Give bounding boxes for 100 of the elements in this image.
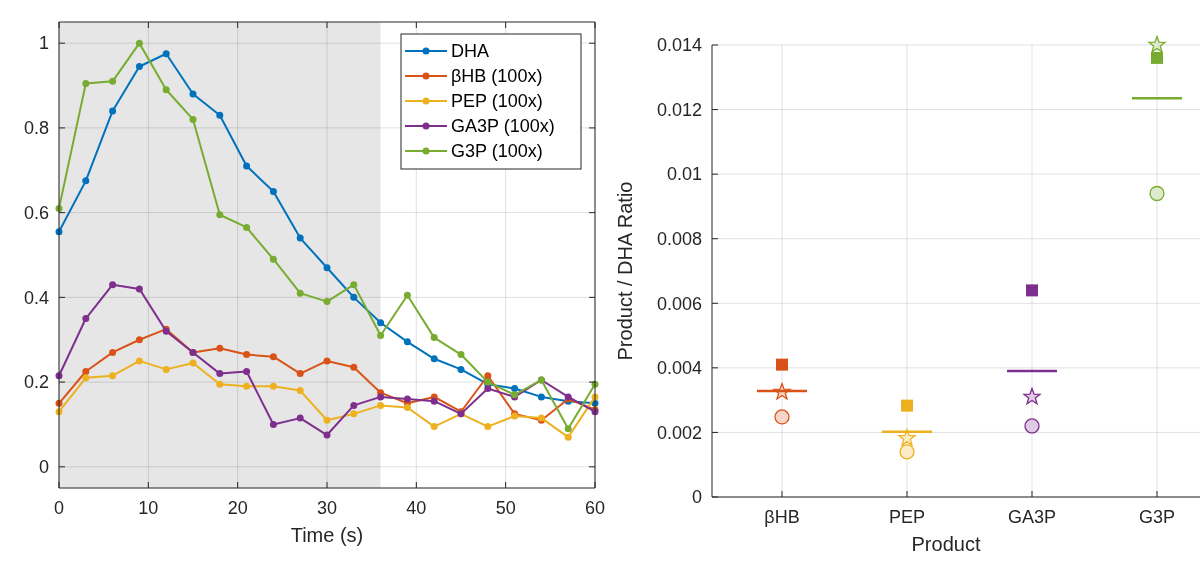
point xyxy=(403,338,411,346)
x-axis-title: Time (s) xyxy=(290,524,364,546)
legend-label: DHA xyxy=(451,41,490,62)
point xyxy=(216,111,224,119)
point xyxy=(403,395,411,403)
x-tick-label: PEP xyxy=(888,507,926,527)
x-tick-label: 30 xyxy=(316,498,338,518)
point xyxy=(269,187,277,195)
y-tick-label: 0 xyxy=(38,457,49,478)
y-tick-label: 0.2 xyxy=(23,372,49,393)
point xyxy=(109,372,117,380)
point xyxy=(350,281,358,289)
x-tick-label: G3P xyxy=(1138,507,1176,527)
point xyxy=(109,281,117,289)
point xyxy=(296,414,304,422)
x-tick-label: 10 xyxy=(138,498,159,518)
point xyxy=(135,62,143,70)
point xyxy=(430,334,438,342)
point xyxy=(82,79,90,87)
point xyxy=(323,264,331,272)
legend-label: PEP (100x) xyxy=(451,91,543,112)
x-tick-label: 50 xyxy=(495,498,516,518)
point xyxy=(350,293,358,301)
point xyxy=(269,353,277,361)
point xyxy=(457,351,465,359)
y-tick-label: 0.002 xyxy=(656,422,702,443)
point xyxy=(564,425,572,433)
point xyxy=(430,355,438,363)
point xyxy=(82,368,90,375)
point xyxy=(323,431,331,439)
point xyxy=(189,359,197,367)
point xyxy=(243,351,251,359)
point xyxy=(216,380,224,388)
y-tick-label: 0.012 xyxy=(656,99,702,120)
point xyxy=(269,382,277,390)
point xyxy=(109,348,117,356)
y-tick-label: 0.006 xyxy=(656,293,702,314)
point xyxy=(243,368,251,375)
point xyxy=(162,365,170,373)
point xyxy=(162,86,170,94)
point xyxy=(377,331,385,339)
point xyxy=(216,211,224,219)
point xyxy=(135,39,143,47)
point xyxy=(377,393,385,401)
point xyxy=(82,374,90,382)
x-tick-label: 0 xyxy=(53,498,65,518)
point xyxy=(564,433,572,441)
point xyxy=(189,90,197,98)
point xyxy=(1026,284,1038,297)
point xyxy=(350,363,358,371)
point xyxy=(901,399,913,412)
y-tick-label: 0.008 xyxy=(656,229,702,250)
point xyxy=(296,289,304,297)
x-axis-title: Product xyxy=(911,533,981,555)
point xyxy=(82,177,90,185)
point xyxy=(377,401,385,409)
point xyxy=(216,344,224,352)
point xyxy=(243,382,251,390)
point xyxy=(350,410,358,418)
x-tick-label: 60 xyxy=(584,498,606,518)
point xyxy=(82,315,90,323)
x-tick-label: GA3P xyxy=(1007,507,1057,527)
point xyxy=(189,115,197,123)
y-tick-label: 0.01 xyxy=(666,164,702,185)
y-tick-label: 0.4 xyxy=(23,287,49,308)
y-tick-label: 0.8 xyxy=(23,118,49,139)
point xyxy=(162,50,170,58)
point xyxy=(109,77,117,85)
y-axis-title: Product / DHA Ratio xyxy=(614,181,636,361)
point xyxy=(537,393,545,401)
point xyxy=(484,372,492,380)
point xyxy=(243,162,251,170)
point xyxy=(109,107,117,115)
y-tick-label: 1 xyxy=(38,33,49,54)
y-tick-label: 0.014 xyxy=(656,35,702,56)
legend-label: G3P (100x) xyxy=(451,141,543,162)
point xyxy=(403,291,411,299)
legend-label: GA3P (100x) xyxy=(451,116,555,137)
point xyxy=(350,401,358,409)
point xyxy=(269,255,277,263)
point xyxy=(403,404,411,412)
point xyxy=(135,285,143,293)
point xyxy=(776,358,788,371)
point xyxy=(457,365,465,373)
point xyxy=(430,423,438,431)
point xyxy=(377,319,385,327)
point xyxy=(484,423,492,431)
point xyxy=(243,223,251,231)
point xyxy=(323,416,331,424)
point xyxy=(135,336,143,344)
point xyxy=(135,357,143,365)
point xyxy=(484,384,492,392)
point xyxy=(296,387,304,395)
point xyxy=(323,357,331,365)
point xyxy=(269,420,277,428)
point xyxy=(1151,51,1163,64)
point xyxy=(323,298,331,306)
point xyxy=(216,370,224,378)
x-tick-label: 20 xyxy=(227,498,248,518)
point xyxy=(296,234,304,242)
